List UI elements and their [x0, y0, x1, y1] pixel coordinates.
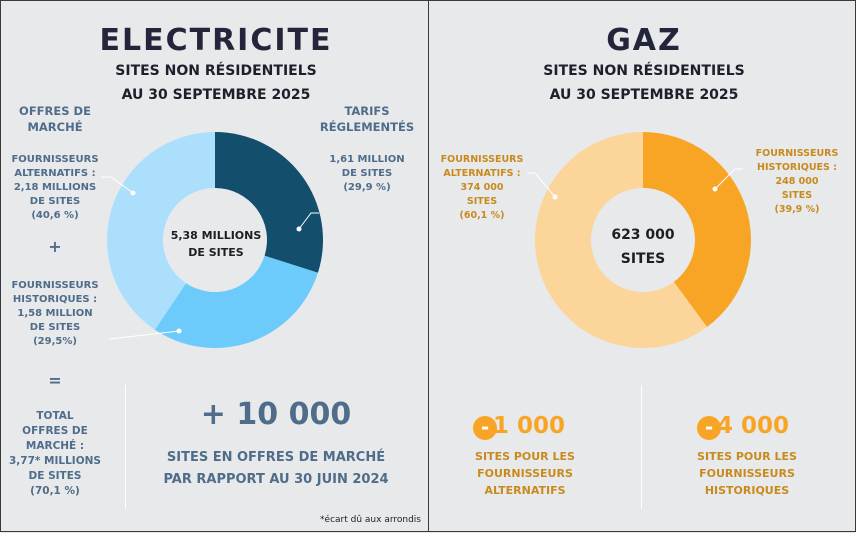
highlight-line: SITES EN OFFRES DE MARCHÉ: [166, 450, 386, 465]
total-line: DE SITES: [28, 470, 82, 482]
elec-alt-line: DE SITES: [29, 196, 81, 207]
elec-tarifs-leader: [298, 212, 319, 230]
elec-divider: [125, 385, 126, 509]
elec-alt-leader: [101, 176, 134, 194]
equals-sign: =: [48, 371, 62, 390]
elec-highlight-value: + 10 000: [200, 397, 352, 432]
gaz-divider: [641, 385, 642, 509]
gaz-hist-label: FOURNISSEURS HISTORIQUES : 248 000 SITES…: [747, 147, 847, 217]
offres-marche-header: OFFRES DE MARCHÉ: [5, 103, 105, 135]
gaz-hist-line: FOURNISSEURS: [755, 148, 839, 159]
elec-hist-leader: [108, 330, 180, 340]
elec-tarifs-label: 1,61 MILLION DE SITES (29,9 %): [319, 153, 415, 195]
gaz-hist-line: SITES: [781, 190, 813, 201]
gaz-alt-label: FOURNISSEURS ALTERNATIFS : 374 000 SITES…: [433, 153, 531, 223]
gaz-slice-alternatifs: [535, 132, 708, 349]
elec-tarifs-line: (29,9 %): [343, 182, 391, 193]
gaz-alt-line: 374 000: [460, 182, 504, 193]
gaz-alt-line: SITES: [466, 196, 498, 207]
elec-alt-label: FOURNISSEURS ALTERNATIFS : 2,18 MILLIONS…: [5, 153, 105, 223]
gaz-donut-chart: [527, 132, 751, 349]
offres-header-line: OFFRES DE: [19, 104, 91, 118]
gaz-hist-line: HISTORIQUES :: [757, 162, 837, 173]
gaz-alt-line: ALTERNATIFS :: [443, 168, 521, 179]
elec-tarifs-leader-dot: [296, 226, 302, 232]
electricite-donut-chart: [101, 132, 323, 348]
gaz-subtitle-2: AU 30 SEPTEMBRE 2025: [549, 87, 739, 103]
gaz-alt-line: FOURNISSEURS: [440, 154, 524, 165]
total-marche-label: TOTAL OFFRES DE MARCHÉ : 3,77* MILLIONS …: [5, 409, 105, 499]
total-line: TOTAL: [36, 410, 74, 422]
gaz-slice-historiques: [643, 132, 751, 327]
elec-slice-historiques: [154, 255, 318, 348]
gaz-hist-change-text: SITES POUR LES FOURNISSEURS HISTORIQUES: [687, 448, 807, 499]
total-line: OFFRES DE: [22, 425, 88, 437]
electricite-panel: ELECTRICITE SITES NON RÉSIDENTIELS AU 30…: [0, 0, 429, 532]
gaz-hist-change-value: 4 000: [717, 413, 790, 439]
gaz-hist-leader: [714, 168, 743, 190]
elec-hist-line: DE SITES: [29, 322, 81, 333]
tarifs-reglementes-header: TARIFS RÉGLEMENTÉS: [317, 103, 417, 135]
electricite-subtitle-2: AU 30 SEPTEMBRE 2025: [121, 87, 311, 103]
total-line: MARCHÉ :: [25, 440, 85, 452]
electricite-title: ELECTRICITE: [99, 23, 333, 58]
elec-slice-alternatifs: [107, 132, 215, 330]
elec-tarifs-line: 1,61 MILLION: [329, 154, 405, 165]
gaz-alt-leader: [527, 172, 556, 198]
elec-center-line: 5,38 MILLIONS: [170, 229, 262, 242]
tarifs-header-line: RÉGLEMENTÉS: [319, 120, 415, 134]
elec-alt-line: FOURNISSEURS: [11, 154, 99, 165]
elec-hist-line: (29,5%): [33, 336, 77, 347]
gaz-alt-change-line: SITES POUR LES: [475, 450, 575, 463]
elec-alt-line: 2,18 MILLIONS: [13, 182, 97, 193]
total-line: (70,1 %): [30, 485, 80, 497]
tarifs-header-line: TARIFS: [344, 104, 390, 118]
elec-alt-line: (40,6 %): [31, 210, 79, 221]
gaz-alt-leader-dot: [552, 194, 558, 200]
elec-highlight-text: SITES EN OFFRES DE MARCHÉ PAR RAPPORT AU…: [141, 447, 411, 491]
gaz-alt-change-text: SITES POUR LES FOURNISSEURS ALTERNATIFS: [465, 448, 585, 499]
gaz-hist-change-line: HISTORIQUES: [704, 484, 790, 497]
gaz-hist-line: 248 000: [775, 176, 819, 187]
elec-tarifs-line: DE SITES: [341, 168, 393, 179]
elec-center-label: 5,38 MILLIONS DE SITES: [151, 227, 281, 261]
gaz-hist-leader-dot: [712, 186, 718, 192]
elec-hist-line: FOURNISSEURS: [11, 280, 99, 291]
elec-hist-line: 1,58 MILLION: [17, 308, 93, 319]
minus-icon: -: [473, 416, 497, 440]
elec-alt-line: ALTERNATIFS :: [14, 168, 96, 179]
gaz-panel: GAZ SITES NON RÉSIDENTIELS AU 30 SEPTEMB…: [428, 0, 856, 532]
gaz-title: GAZ: [606, 23, 682, 58]
elec-hist-leader-dot: [176, 328, 182, 334]
gaz-subtitle-1: SITES NON RÉSIDENTIELS: [543, 63, 745, 79]
elec-hist-line: HISTORIQUES :: [12, 294, 98, 305]
elec-alt-leader-dot: [130, 190, 136, 196]
highlight-line: PAR RAPPORT AU 30 JUIN 2024: [163, 472, 389, 487]
elec-slice-tarifs: [215, 132, 323, 273]
gaz-hist-change-line: FOURNISSEURS: [699, 467, 795, 480]
gaz-center-label: 623 000 SITES: [579, 223, 707, 271]
gaz-hist-line: (39,9 %): [774, 204, 820, 215]
gaz-hist-change: - 4 000: [697, 413, 837, 443]
gaz-center-line: SITES: [620, 251, 666, 267]
footnote: *écart dû aux arrondis: [320, 515, 421, 525]
plus-sign: +: [48, 237, 62, 256]
gaz-alt-change: - 1 000: [473, 413, 613, 443]
total-line: 3,77* MILLIONS: [9, 455, 101, 467]
gaz-alt-change-line: ALTERNATIFS: [484, 484, 566, 497]
elec-hist-label: FOURNISSEURS HISTORIQUES : 1,58 MILLION …: [5, 279, 105, 349]
electricite-subtitle-1: SITES NON RÉSIDENTIELS: [115, 63, 317, 79]
elec-center-line: DE SITES: [188, 246, 244, 259]
offres-header-line: MARCHÉ: [27, 120, 83, 134]
gaz-alt-change-line: FOURNISSEURS: [477, 467, 573, 480]
gaz-alt-change-value: 1 000: [493, 413, 566, 439]
gaz-center-line: 623 000: [611, 227, 675, 243]
gaz-alt-line: (60,1 %): [459, 210, 505, 221]
minus-icon: -: [697, 416, 721, 440]
gaz-hist-change-line: SITES POUR LES: [697, 450, 797, 463]
